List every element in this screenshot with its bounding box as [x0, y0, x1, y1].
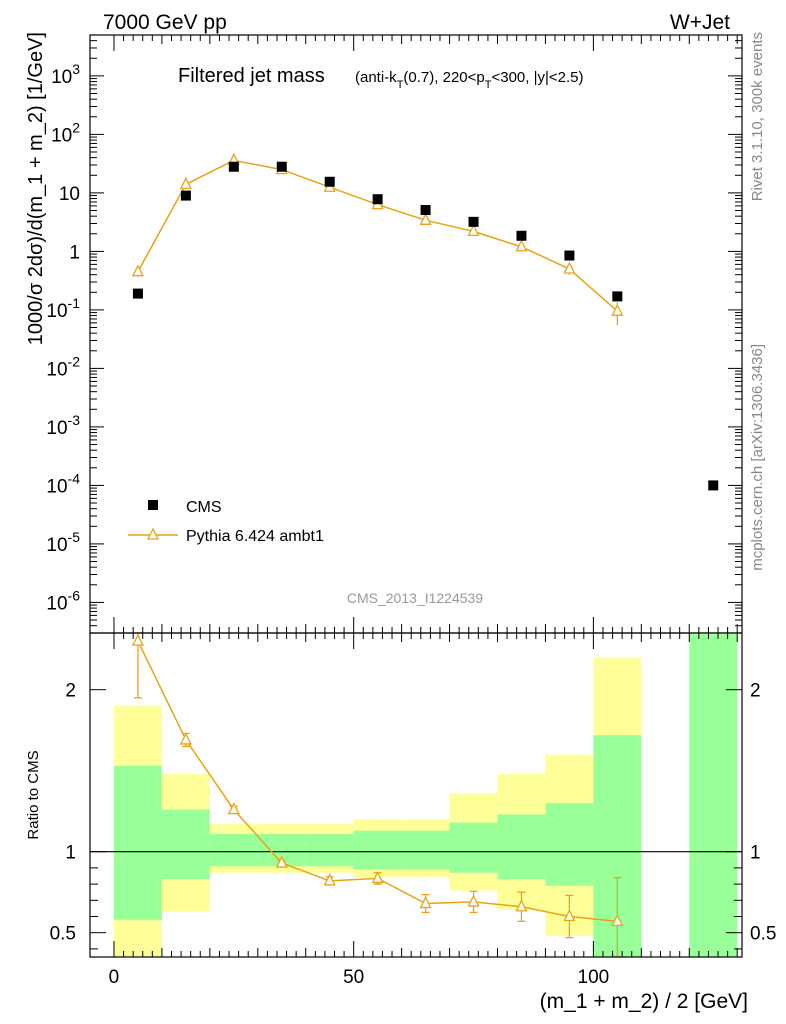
ratio-y-tick-label: 1 — [65, 843, 76, 864]
ratio-pythia-marker — [227, 802, 240, 815]
pythia-marker — [563, 261, 576, 274]
legend-cms-marker — [148, 500, 158, 510]
ratio-y-tick-label-right: 0.5 — [750, 924, 776, 945]
ratio-pythia-marker — [131, 633, 144, 646]
chart-title: Filtered jet mass — [178, 65, 325, 87]
stat-band-1 — [161, 809, 210, 880]
ratio-y-axis-label: Ratio to CMS — [25, 750, 42, 839]
main-y-tick-label: 102 — [51, 119, 80, 146]
main-y-tick-label: 10-5 — [46, 529, 80, 556]
ratio-y-tick-label: 2 — [65, 681, 76, 702]
main-panel: 10-6 10-5 10-4 10-3 10-2 10-1 1 10 102 103 Filter… — [25, 32, 743, 634]
process-label: W+Jet — [670, 11, 730, 34]
stat-band-8 — [497, 814, 546, 880]
cms-marker — [612, 291, 623, 302]
analysis-watermark: CMS_2013_I1224539 — [347, 590, 483, 606]
pythia-marker — [467, 223, 480, 237]
ratio-uncertainty-bands — [90, 633, 742, 957]
legend-pythia-label: Pythia 6.424 ambt1 — [186, 528, 324, 545]
ratio-pythia-marker — [515, 899, 528, 912]
ratio-pythia-marker — [371, 870, 384, 884]
ratio-pythia-marker — [467, 894, 480, 907]
main-y-tick-label: 10 — [59, 184, 80, 205]
stat-band-6 — [401, 830, 450, 870]
x-axis-label: (m_1 + m_2) / 2 [GeV] — [540, 990, 748, 1013]
ratio-pythia-marker — [419, 896, 432, 909]
ratio-frame — [89, 632, 743, 958]
cms-marker — [564, 250, 575, 261]
ratio-pythia-marker — [275, 855, 288, 868]
pythia-marker — [515, 239, 528, 252]
stat-band-11 — [689, 633, 738, 957]
cms-marker — [324, 176, 335, 187]
stat-band-5 — [353, 830, 402, 870]
main-y-tick-label: 10-4 — [46, 470, 80, 497]
pythia-marker — [131, 264, 144, 277]
pythia-marker — [419, 212, 432, 225]
main-y-tick-label: 10-1 — [46, 295, 80, 322]
main-y-tick-label: 103 — [51, 61, 80, 88]
ratio-pythia-marker — [323, 873, 336, 886]
stat-band-4 — [305, 833, 354, 867]
stat-band-9 — [545, 803, 594, 886]
ratio-axes-ticks: 0 50 100 0.5 0.5 1 1 2 2 — [50, 632, 776, 988]
ratio-series — [131, 632, 624, 958]
cms-marker — [228, 161, 239, 172]
ratio-y-tick-label-right: 2 — [750, 681, 761, 702]
legend-cms-label: CMS — [186, 499, 222, 516]
main-y-tick-label: 1 — [69, 242, 80, 263]
cms-marker — [180, 190, 191, 201]
source-label: mcplots.cern.ch [arXiv:1306.3436] — [749, 344, 766, 571]
stat-band-0 — [113, 765, 162, 920]
legend: CMS Pythia 6.424 ambt1 — [128, 499, 324, 545]
energy-label: 7000 GeV pp — [103, 11, 227, 34]
pythia-marker — [611, 303, 624, 316]
legend-pythia-marker — [146, 527, 160, 540]
pythia-marker — [179, 176, 192, 189]
x-tick-label: 100 — [578, 967, 610, 988]
cms-marker — [468, 216, 479, 227]
cms-marker — [708, 480, 719, 491]
ratio-panel: 0 50 100 0.5 0.5 1 1 2 2 Ratio to CMS (m_1 + m_2… — [25, 632, 776, 1013]
main-y-tick-label: 10-6 — [46, 587, 80, 614]
ratio-pythia-marker — [179, 732, 192, 745]
main-y-tick-label: 10-2 — [46, 353, 80, 380]
x-tick-label: 50 — [343, 967, 364, 988]
stat-band-2 — [209, 833, 258, 867]
cms-marker — [372, 194, 383, 205]
main-y-axis-label: 1000/σ 2dσ)/d(m_1 + m_2) [1/GeV] — [25, 32, 47, 345]
main-axes-ticks: 10-6 10-5 10-4 10-3 10-2 10-1 1 10 102 103 — [46, 34, 743, 634]
x-tick-label: 0 — [109, 967, 120, 988]
main-y-tick-label: 10-3 — [46, 412, 80, 439]
ratio-pythia-marker — [611, 913, 624, 927]
cms-marker — [516, 230, 527, 241]
main-series — [131, 152, 719, 491]
cms-marker — [276, 161, 287, 172]
pythia-line — [137, 159, 618, 312]
ratio-y-tick-label: 0.5 — [50, 924, 76, 945]
chart-subtitle: (anti-kT(0.7), 220<pT<300, |y|<2.5) — [355, 69, 584, 91]
rivet-version-label: Rivet 3.1.10, 300k events — [749, 32, 766, 201]
ratio-pythia-marker — [563, 909, 576, 922]
ratio-y-tick-label-right: 1 — [750, 843, 761, 864]
cms-marker — [132, 288, 143, 299]
cms-marker — [420, 205, 431, 216]
stat-band-7 — [449, 822, 498, 873]
